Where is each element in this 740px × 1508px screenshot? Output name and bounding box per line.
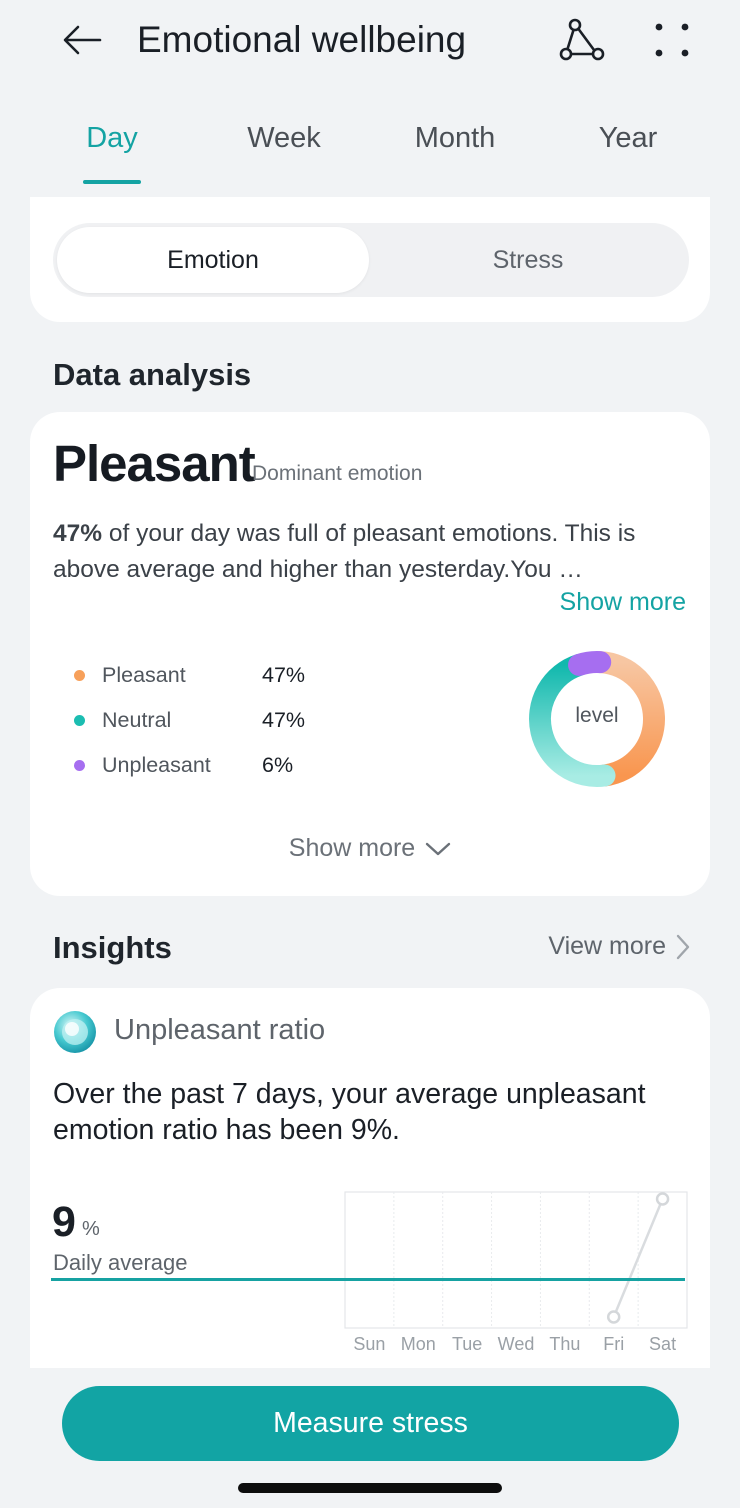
legend-value: 47% bbox=[262, 707, 306, 732]
x-tick-label: Sun bbox=[353, 1334, 385, 1354]
tab-year[interactable]: Year bbox=[598, 122, 658, 154]
insights-title: Insights bbox=[53, 930, 172, 965]
insight-text: Over the past 7 days, your average unple… bbox=[53, 1078, 646, 1146]
show-more-link[interactable]: Show more bbox=[559, 588, 686, 616]
data-point bbox=[655, 1192, 670, 1206]
tab-week[interactable]: Week bbox=[247, 122, 321, 154]
unpleasant-dot bbox=[74, 759, 85, 771]
period-tabs: Day Week Month Year bbox=[0, 110, 740, 190]
daily-average-value: 9 bbox=[52, 1198, 76, 1246]
donut-center-label: level bbox=[575, 704, 619, 727]
tab-month[interactable]: Month bbox=[414, 122, 496, 154]
share-nodes-icon bbox=[559, 18, 605, 61]
arrow-left-icon bbox=[63, 25, 102, 55]
tab-day[interactable]: Day bbox=[86, 122, 138, 154]
x-tick-label: Mon bbox=[401, 1334, 436, 1354]
active-tab-indicator bbox=[83, 180, 141, 184]
unpleasant-ratio-card[interactable]: Unpleasant ratio Over the past 7 days, y… bbox=[30, 988, 710, 1368]
x-tick-label: Thu bbox=[549, 1334, 580, 1354]
home-indicator bbox=[238, 1483, 502, 1493]
legend-label: Pleasant bbox=[102, 662, 186, 687]
insight-title: Unpleasant ratio bbox=[114, 1014, 326, 1046]
weekly-ratio-chart: Sun Mon Tue Wed Thu Fri Sat bbox=[344, 1191, 688, 1354]
donut-segments bbox=[529, 651, 665, 787]
top-bar: Emotional wellbeing bbox=[0, 0, 740, 90]
view-more-label: View more bbox=[548, 932, 666, 960]
page-title: Emotional wellbeing bbox=[137, 19, 467, 60]
dominant-emotion: Pleasant bbox=[53, 435, 256, 492]
measure-stress-button[interactable]: Measure stress bbox=[62, 1386, 679, 1461]
show-more-expand-label: Show more bbox=[288, 834, 416, 862]
x-tick-label: Sat bbox=[649, 1334, 676, 1354]
data-point bbox=[606, 1310, 621, 1324]
donut-slice-pleasant bbox=[589, 651, 665, 787]
more-dots-icon bbox=[655, 23, 689, 57]
share-button[interactable] bbox=[556, 16, 608, 64]
legend-item-unpleasant: Unpleasant 6% bbox=[74, 750, 293, 780]
average-line bbox=[51, 1278, 685, 1281]
donut-slice-unpleasant bbox=[568, 651, 612, 676]
more-options-button[interactable] bbox=[648, 16, 696, 64]
x-tick-label: Wed bbox=[498, 1334, 535, 1354]
summary-percent: 47% bbox=[53, 520, 103, 547]
data-analysis-card: Pleasant Dominant emotion 47% of your da… bbox=[30, 412, 710, 896]
legend-item-pleasant: Pleasant 47% bbox=[74, 660, 305, 690]
insight-logo-icon bbox=[54, 1011, 96, 1053]
chevron-right-icon bbox=[676, 934, 690, 959]
legend-item-neutral: Neutral 47% bbox=[74, 705, 305, 735]
view-more-link[interactable]: View more bbox=[548, 932, 690, 961]
pleasant-dot bbox=[74, 669, 85, 681]
analysis-summary: 47% of your day was full of pleasant emo… bbox=[53, 516, 693, 588]
show-more-expand-button[interactable]: Show more bbox=[30, 834, 710, 863]
legend-label: Neutral bbox=[102, 707, 172, 732]
data-analysis-title: Data analysis bbox=[53, 357, 252, 392]
legend-label: Unpleasant bbox=[102, 752, 211, 777]
dominant-emotion-label: Dominant emotion bbox=[252, 462, 423, 485]
neutral-dot bbox=[74, 714, 85, 726]
chart-frame bbox=[344, 1191, 688, 1329]
segment-stress[interactable]: Stress bbox=[492, 245, 564, 274]
segmented-control: Emotion Stress bbox=[53, 223, 689, 297]
daily-average-unit: % bbox=[82, 1218, 100, 1240]
back-button[interactable] bbox=[58, 18, 106, 62]
emotion-donut-chart bbox=[529, 651, 665, 787]
donut-slice-neutral bbox=[529, 653, 616, 787]
summary-text: of your day was full of pleasant emotion… bbox=[53, 520, 636, 583]
chevron-down-icon bbox=[426, 842, 451, 855]
segment-emotion[interactable]: Emotion bbox=[57, 227, 369, 293]
x-tick-label: Tue bbox=[452, 1334, 482, 1354]
legend-value: 6% bbox=[262, 752, 294, 777]
x-tick-label: Fri bbox=[603, 1334, 624, 1354]
mode-switch-card: Emotion Stress bbox=[30, 197, 710, 322]
daily-average-label: Daily average bbox=[53, 1250, 188, 1275]
legend-value: 47% bbox=[262, 662, 306, 687]
series-line bbox=[612, 1198, 664, 1318]
